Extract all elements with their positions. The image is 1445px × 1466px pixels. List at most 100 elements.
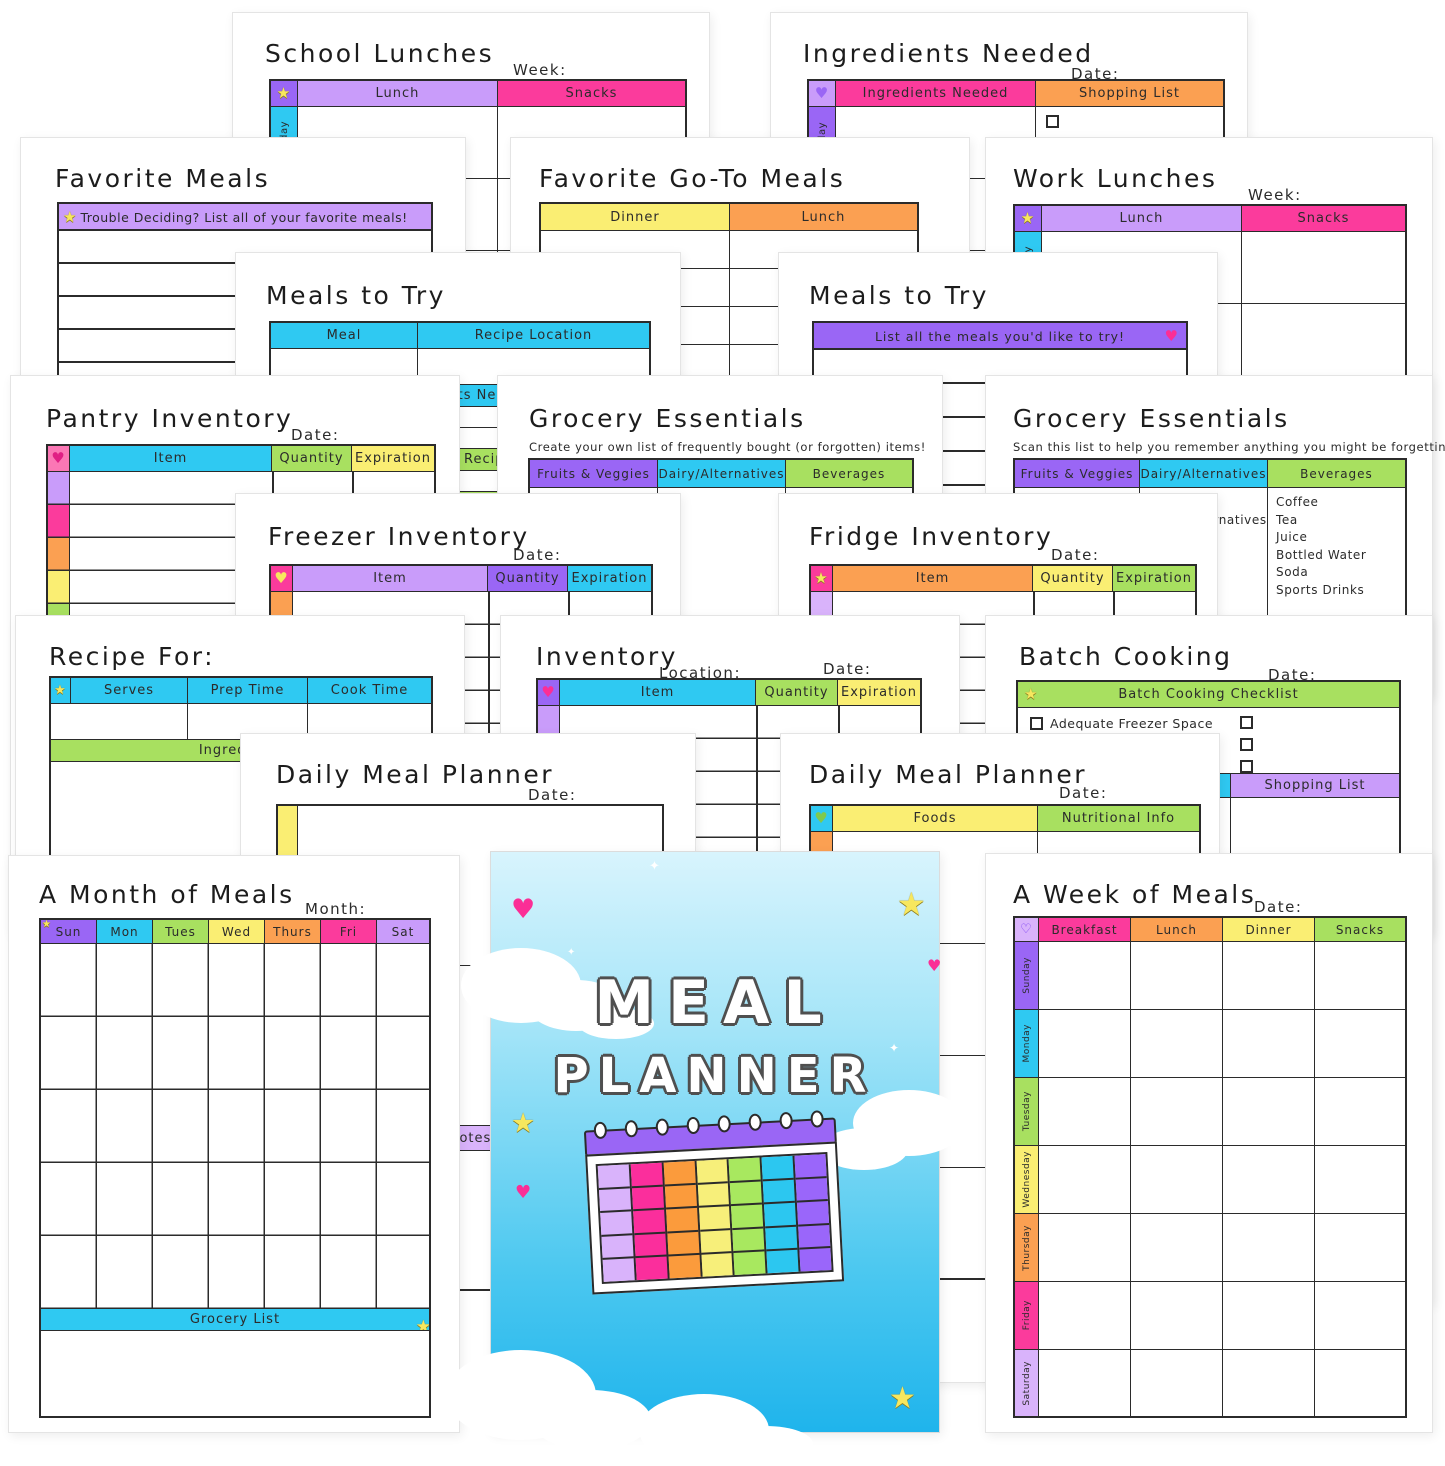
column-header-serves: Serves [71,678,188,703]
week-label: Week: [1248,186,1302,204]
star-icon-cell: ★ [1015,206,1042,231]
day-header-mon: Mon [97,920,153,943]
page-title: Freezer Inventory [268,522,530,551]
day-label: Sunday [1021,957,1032,994]
month-grid [41,944,429,1308]
date-label: Date: [1059,784,1108,802]
heart-icon-cell: ♥ [48,446,70,471]
table-header-row: ♥ Item Quantity Expiration [48,446,434,472]
column-header-ingredients: Ingredients Needed [836,81,1036,106]
day-row: Saturday [1015,1350,1405,1416]
cloud [446,1350,596,1440]
day-label: Saturday [1021,1360,1032,1406]
page-title: Daily Meal Planner [276,760,555,789]
sparkle-icon: ✦ [649,859,660,874]
favorite-meals-banner: ★ Trouble Deciding? List all of your fav… [57,202,433,231]
day-label: Wednesday [1021,1151,1032,1208]
cover-title-line2: PLANNER [553,1048,877,1104]
page-month-of-meals: A Month of Meals Month: ★ Sun Mon Tues We… [8,855,460,1433]
day-row: Friday [1015,1282,1405,1350]
star-icon: ★ [63,208,78,226]
cloud [639,1394,769,1466]
cloud [461,948,581,1023]
page-title: Inventory [536,642,678,671]
grocery-item: Juice [1276,530,1308,544]
sparkle-icon: ✦ [567,947,576,958]
table-header-row: ★ Item Quantity Expiration [811,566,1195,592]
column-header-snacks: Snacks [1315,918,1405,941]
column-header-lunch: Lunch [1131,918,1223,941]
day-header-wed: Wed [209,920,265,943]
page-title: Meals to Try [809,281,989,310]
page-title: Recipe For: [49,642,216,671]
heart-icon: ♥ [51,449,66,467]
star-icon: ★ [511,1108,536,1139]
grocery-item: Soda [1276,565,1309,579]
calendar-illustration [583,1110,845,1295]
page-cover: ✦ ♥ ★ ✦ ♥ MEAL PLANNER ✦ ★ ♥ ★ [446,851,965,1466]
column-header-nutrition: Nutritional Info [1038,806,1199,831]
date-label: Date: [291,426,340,444]
column-header-snacks: Snacks [1242,206,1405,231]
column-header-item: Item [560,680,756,705]
table-header-row: Dinner Lunch [541,204,917,231]
page-title: A Week of Meals [1013,880,1257,909]
date-label: Date: [823,660,872,678]
heart-icon: ♥ [814,809,829,827]
heart-icon: ♥ [511,894,536,925]
heart-icon: ♡ [1020,922,1033,937]
column-header-item: Item [293,566,488,591]
heart-icon: ♥ [927,956,942,975]
heart-icon: ♥ [814,84,830,102]
day-row: Thursday [1015,1214,1405,1282]
column-header-breakfast: Breakfast [1039,918,1131,941]
grocery-item: Bottled Water [1276,547,1367,562]
grocery-item: Tea [1276,512,1298,527]
grocery-item: Coffee [1276,495,1319,509]
page-title: Grocery Essentials [529,404,806,433]
column-header-expiration: Expiration [568,566,651,591]
heart-icon-cell: ♥ [271,566,293,591]
column-header-fruits: Fruits & Veggies [530,460,658,487]
table-header-row: ♥ Foods Nutritional Info [811,806,1199,832]
column-header-shopping: Shopping List [1036,81,1223,106]
page-subtitle: Create your own list of frequently bough… [529,440,926,454]
heart-icon: ♥ [274,569,289,587]
table-header-row: Fruits & Veggies Dairy/Alternatives Beve… [1015,460,1405,488]
cloud [853,1090,965,1156]
column-header-lunch: Lunch [730,204,917,230]
date-label: Date: [513,546,562,564]
date-label: Date: [528,786,577,804]
day-label: Thursday [1021,1224,1032,1271]
table-header-row: ★ Serves Prep Time Cook Time [51,678,431,704]
day-label: Monday [1021,1024,1032,1063]
meals-to-try-banner: List all the meals you'd like to try! ♥ [812,321,1188,350]
week-table: ♡ Breakfast Lunch Dinner Snacks Sunday M… [1013,916,1407,1418]
star-icon: ★ [415,1317,429,1331]
star-icon: ★ [889,1381,916,1416]
table-header-row: ★ Lunch Snacks [1015,206,1405,232]
month-table: ★ Sun Mon Tues Wed Thurs Fri Sat Grocery … [39,918,431,1418]
date-label: Date: [1268,666,1317,684]
column-header-expiration: Expiration [1113,566,1195,591]
column-header-dairy: Dairy/Alternatives [658,460,786,487]
sparkle-icon: ✦ [889,1041,900,1055]
page-title: School Lunches [265,39,495,68]
table-header-row: ♥ Item Quantity Expiration [538,680,920,706]
day-header-sat: Sat [377,920,429,943]
column-header-expiration: Expiration [352,446,434,471]
date-label: Date: [1071,65,1120,83]
column-header-beverages: Beverages [1268,460,1405,487]
star-icon: ★ [276,84,292,102]
page-title: Meals to Try [266,281,446,310]
star-icon: ★ [42,920,52,930]
star-icon: ★ [54,683,67,698]
grocery-item: Sports Drinks [1276,582,1365,597]
day-row: Tuesday [1015,1078,1405,1146]
checklist-header: ★ Batch Cooking Checklist [1018,682,1399,707]
heart-icon: ♥ [1164,327,1179,345]
table-header-row: ♥ Ingredients Needed Shopping List [809,81,1223,107]
column-header-lunch: Lunch [298,81,498,106]
page-title: Ingredients Needed [803,39,1094,68]
column-header-expiration: Expiration [838,680,920,705]
